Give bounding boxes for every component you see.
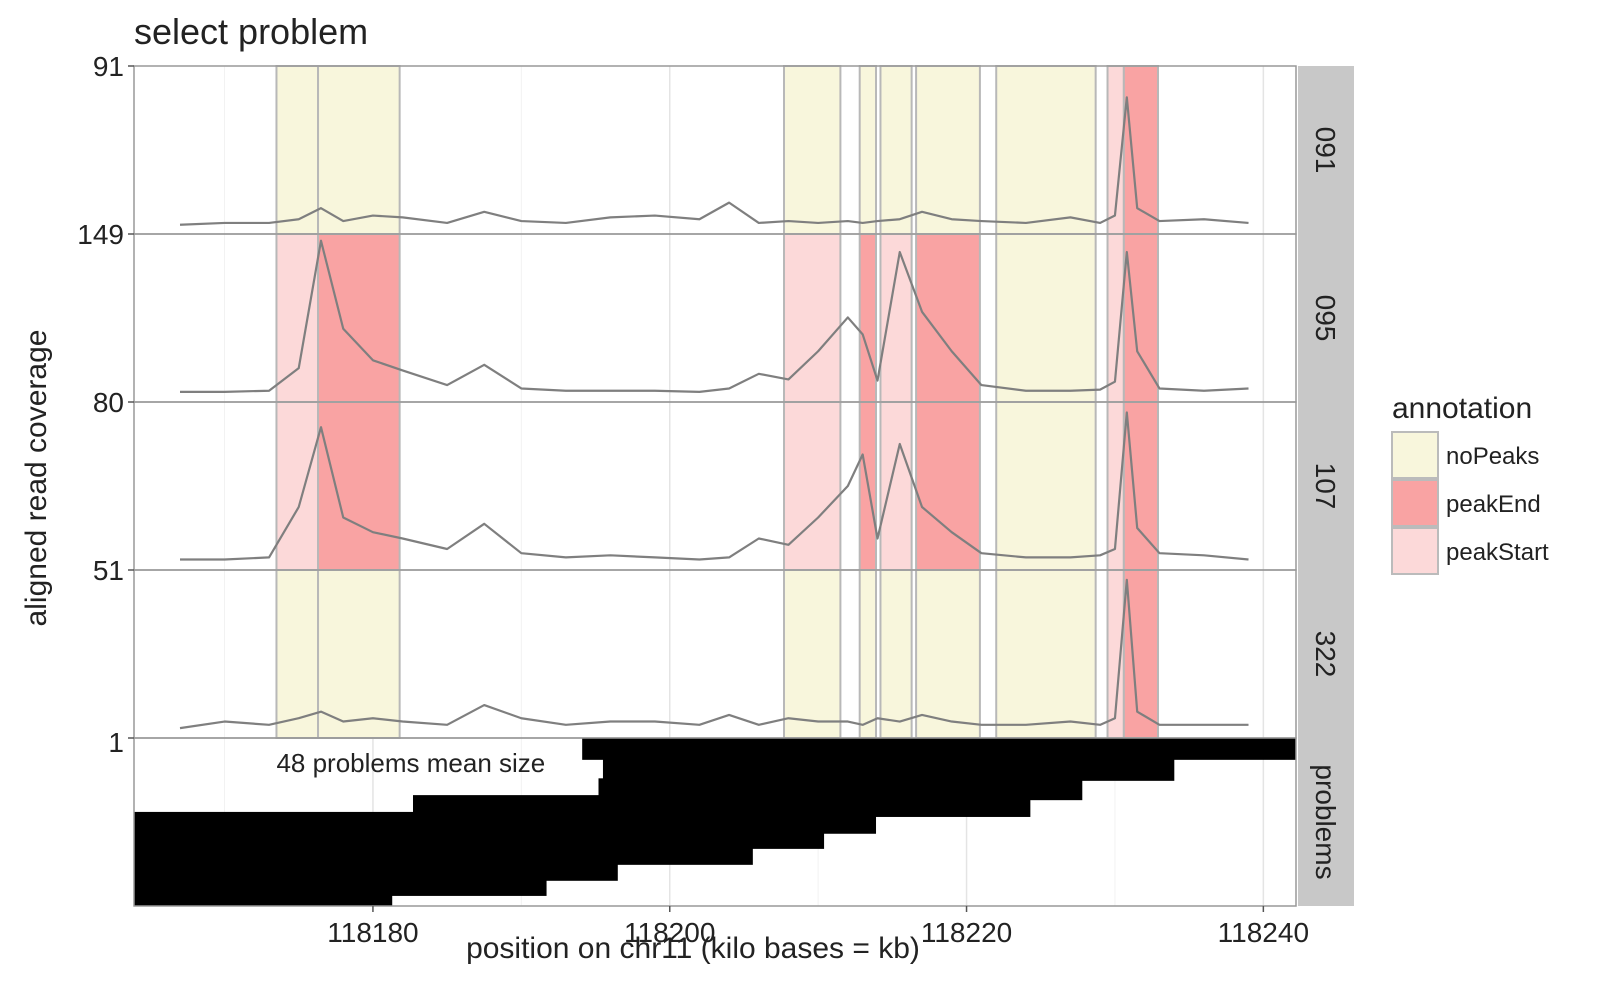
facet: [180, 233, 1249, 403]
problem-bar: [412, 795, 1031, 817]
annotation-region: [858, 233, 878, 403]
annotation-region: [995, 65, 1097, 235]
legend-label: peakEnd: [1446, 491, 1541, 518]
legend-title: annotation: [1392, 392, 1532, 425]
legend-swatch: [1391, 527, 1439, 575]
legend-swatch: [1391, 431, 1439, 479]
annotation-region: [858, 65, 878, 235]
chart-title: select problem: [134, 11, 368, 52]
annotation-region: [995, 233, 1097, 403]
annotation-region: [879, 233, 913, 403]
annotation-region: [1122, 569, 1159, 739]
annotation-region: [1122, 401, 1159, 571]
y-tick-label: 51: [93, 555, 124, 586]
annotation-region: [879, 401, 913, 571]
annotation-region: [995, 569, 1097, 739]
facet-strip-label: 091: [1310, 127, 1341, 174]
annotation-region: [879, 65, 913, 235]
annotation-region: [915, 65, 981, 235]
annotation-region: [317, 569, 401, 739]
facet-strip: [1298, 570, 1354, 738]
problem-bar: [582, 738, 1296, 760]
annotation-region: [858, 569, 878, 739]
facet-strip-label: 095: [1310, 295, 1341, 342]
coverage-line: [179, 96, 1249, 226]
x-tick-label: 118180: [327, 917, 418, 948]
annotation-region: [783, 569, 842, 739]
y-axis-label: aligned read coverage: [20, 330, 53, 627]
annotation-region: [879, 569, 913, 739]
coverage-line: [179, 578, 1249, 730]
annotation-region: [275, 569, 320, 739]
annotation-region: [317, 401, 401, 571]
x-tick-label: 118220: [921, 917, 1012, 948]
legend-label: peakStart: [1446, 539, 1549, 566]
facet-strip: [1298, 66, 1354, 234]
annotation-region: [317, 65, 401, 235]
facet-strip: [1298, 738, 1354, 906]
facet-strip: [1298, 402, 1354, 570]
annotation-region: [915, 569, 981, 739]
problem-bar: [598, 778, 1083, 801]
annotation-region: [783, 401, 842, 571]
facet: [179, 569, 1249, 739]
y-tick-label: 91: [93, 51, 124, 82]
legend-swatch: [1391, 479, 1439, 527]
y-tick-label: 149: [77, 219, 124, 250]
coverage-line: [180, 411, 1249, 561]
annotation-region: [275, 65, 320, 235]
x-tick-label: 118200: [624, 917, 715, 948]
facet: [180, 401, 1249, 571]
problems-label: 48 problems mean size: [276, 748, 545, 778]
coverage-line: [180, 239, 1249, 393]
y-tick-label: 80: [93, 387, 124, 418]
x-tick-label: 118240: [1218, 917, 1309, 948]
annotation-region: [275, 401, 320, 571]
annotation-region: [1122, 233, 1159, 403]
annotation-region: [995, 401, 1097, 571]
facet-strip: [1298, 234, 1354, 402]
annotation-region: [275, 233, 320, 403]
facet: [179, 65, 1249, 235]
y-tick-label: 1: [108, 727, 124, 758]
facet-strip-label: 107: [1310, 463, 1341, 510]
x-axis-label: position on chr11 (kilo bases = kb): [466, 932, 920, 965]
annotation-region: [915, 401, 981, 571]
annotation-region: [317, 233, 401, 403]
problem-bar: [134, 890, 393, 906]
facet-strip-label: problems: [1310, 764, 1341, 879]
problem-bar: [602, 759, 1175, 781]
facet-strip-label: 322: [1310, 631, 1341, 678]
legend-label: noPeaks: [1446, 443, 1539, 470]
annotation-region: [1122, 65, 1159, 235]
annotation-region: [783, 65, 842, 235]
panel-border: [133, 737, 1297, 907]
